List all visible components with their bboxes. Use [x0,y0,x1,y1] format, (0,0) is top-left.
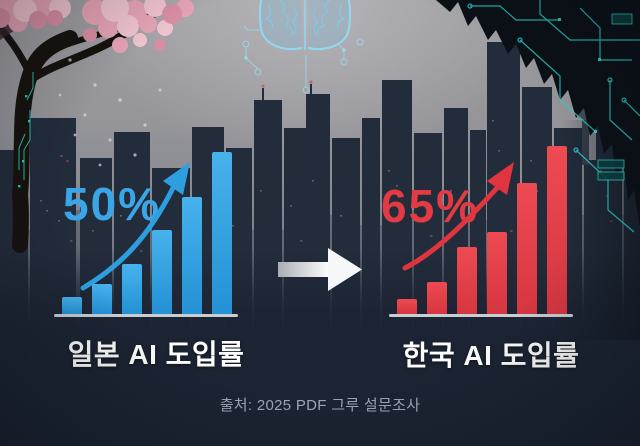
bar [397,299,417,314]
korea-bars [397,146,567,314]
cherry-blossom-tree [0,0,194,253]
growth-arrow-icon [402,162,514,271]
falling-petals [58,58,162,167]
bar [547,146,567,314]
bar [427,282,447,314]
source-caption: 출처: 2025 PDF 그루 설문조사 [219,397,421,414]
bar [62,297,82,314]
bar [457,247,477,314]
japan-percent-label: 50% [63,178,162,230]
korea-baseline [389,314,573,317]
circuit-board-overlay [436,0,640,233]
japan-chart-title: 일본 AI 도입률 [67,339,245,370]
bar [487,232,507,314]
blossom-clusters [0,0,194,53]
transition-arrow-icon [278,248,362,291]
bar [182,197,202,314]
japan-bars [62,152,232,314]
bar [212,152,232,314]
korea-chart-title: 한국 AI 도입률 [402,340,580,371]
bar [92,284,112,314]
bar [152,230,172,314]
trunk-circuit-traces [18,72,34,180]
bar [517,183,537,314]
bottom-panel [0,330,640,446]
japan-baseline [54,314,238,317]
growth-arrow-icon [80,162,190,291]
korea-percent-label: 65% [381,180,480,232]
bar [122,264,142,314]
brain-icon [242,0,364,94]
